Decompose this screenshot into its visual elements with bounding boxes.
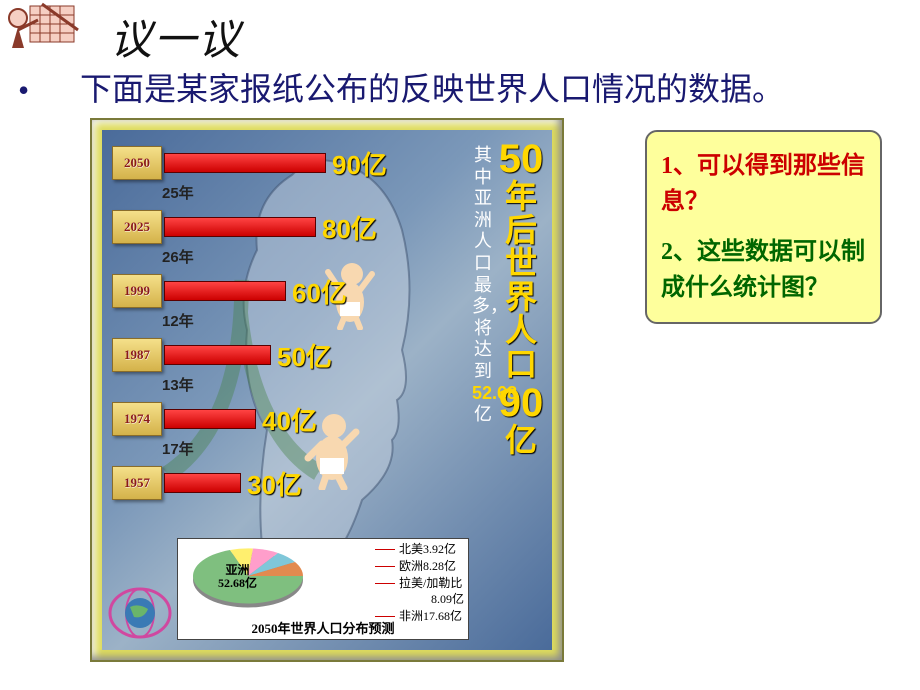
vertical-subtitle: 其中亚洲人口最多，将达到 52.68 亿 xyxy=(472,145,494,426)
slide-container: 议一议 • 下面是某家报纸公布的反映世界人口情况的数据。 人 xyxy=(0,0,920,690)
bar-value-label: 30亿 xyxy=(247,465,302,502)
vt-7: 口 xyxy=(505,346,537,382)
gap-years-label: 12年 xyxy=(162,310,194,331)
globe-icon xyxy=(108,585,173,640)
pie-asia-label: 亚洲 52.68亿 xyxy=(218,564,257,590)
bullet-dot: • xyxy=(18,72,29,109)
population-bar xyxy=(164,217,316,237)
bar-row: 202580亿 xyxy=(112,212,377,242)
year-tag: 1987 xyxy=(112,338,162,372)
vt-5: 界 xyxy=(505,279,537,315)
legend-na: 北美3.92亿 xyxy=(387,541,464,558)
population-bar xyxy=(164,281,286,301)
page-title: 议一议 xyxy=(110,6,242,67)
bar-value-label: 90亿 xyxy=(332,145,387,182)
speech-bubble: 1、可以得到那些信息？ 2、这些数据可以制成什么统计图？ xyxy=(645,130,882,324)
legend-eu: 欧洲8.28亿 xyxy=(387,558,464,575)
pie-box: 亚洲 52.68亿 北美3.92亿 欧洲8.28亿 拉美/加勒比 8.09亿 非… xyxy=(177,538,469,640)
year-tag: 1999 xyxy=(112,274,162,308)
vt-9: 0 xyxy=(521,381,543,425)
bar-row: 198750亿 xyxy=(112,340,332,370)
year-tag: 2025 xyxy=(112,210,162,244)
vt-10: 亿 xyxy=(505,422,537,458)
bar-row: 197440亿 xyxy=(112,404,317,434)
pie-caption: 2050年世界人口分布预测 xyxy=(178,618,468,637)
vt-3: 后 xyxy=(505,212,537,248)
bar-row: 205090亿 xyxy=(112,148,387,178)
legend-la: 拉美/加勒比 xyxy=(387,575,464,592)
question-1: 1、可以得到那些信息？ xyxy=(661,148,866,220)
population-bar xyxy=(164,153,326,173)
year-tag: 1957 xyxy=(112,466,162,500)
question-2: 2、这些数据可以制成什么统计图？ xyxy=(661,234,866,306)
population-bar xyxy=(164,409,256,429)
legend-la2: 8.09亿 xyxy=(387,591,464,608)
gap-years-label: 17年 xyxy=(162,438,194,459)
vt-6: 人 xyxy=(505,312,537,348)
gap-years-label: 13年 xyxy=(162,374,194,395)
pie-asia-value: 52.68亿 xyxy=(218,576,257,590)
presenter-icon xyxy=(0,0,90,55)
bar-row: 199960亿 xyxy=(112,276,347,306)
bar-value-label: 60亿 xyxy=(292,273,347,310)
gap-years-label: 25年 xyxy=(162,182,194,203)
population-bar xyxy=(164,473,241,493)
pie-legend: 北美3.92亿 欧洲8.28亿 拉美/加勒比 8.09亿 非洲17.68亿 xyxy=(387,541,464,625)
vt-0: 5 xyxy=(499,137,521,181)
year-tag: 1974 xyxy=(112,402,162,436)
vt-1: 0 xyxy=(521,137,543,181)
bar-value-label: 40亿 xyxy=(262,401,317,438)
bar-value-label: 80亿 xyxy=(322,209,377,246)
pie-asia-name: 亚洲 xyxy=(226,563,250,577)
population-infographic: 人 50 年 xyxy=(90,118,564,662)
bar-value-label: 50亿 xyxy=(277,337,332,374)
population-bar xyxy=(164,345,271,365)
year-tag: 2050 xyxy=(112,146,162,180)
subtitle: 下面是某家报纸公布的反映世界人口情况的数据。 xyxy=(80,64,784,110)
vt-4: 世 xyxy=(505,245,537,281)
bar-row: 195730亿 xyxy=(112,468,302,498)
infographic-inner: 人 50 年 xyxy=(102,130,552,650)
gap-years-label: 26年 xyxy=(162,246,194,267)
vst-suf: 亿 xyxy=(474,404,492,424)
vt-2: 年 xyxy=(505,178,537,214)
vst-num: 52.68 xyxy=(472,383,517,403)
